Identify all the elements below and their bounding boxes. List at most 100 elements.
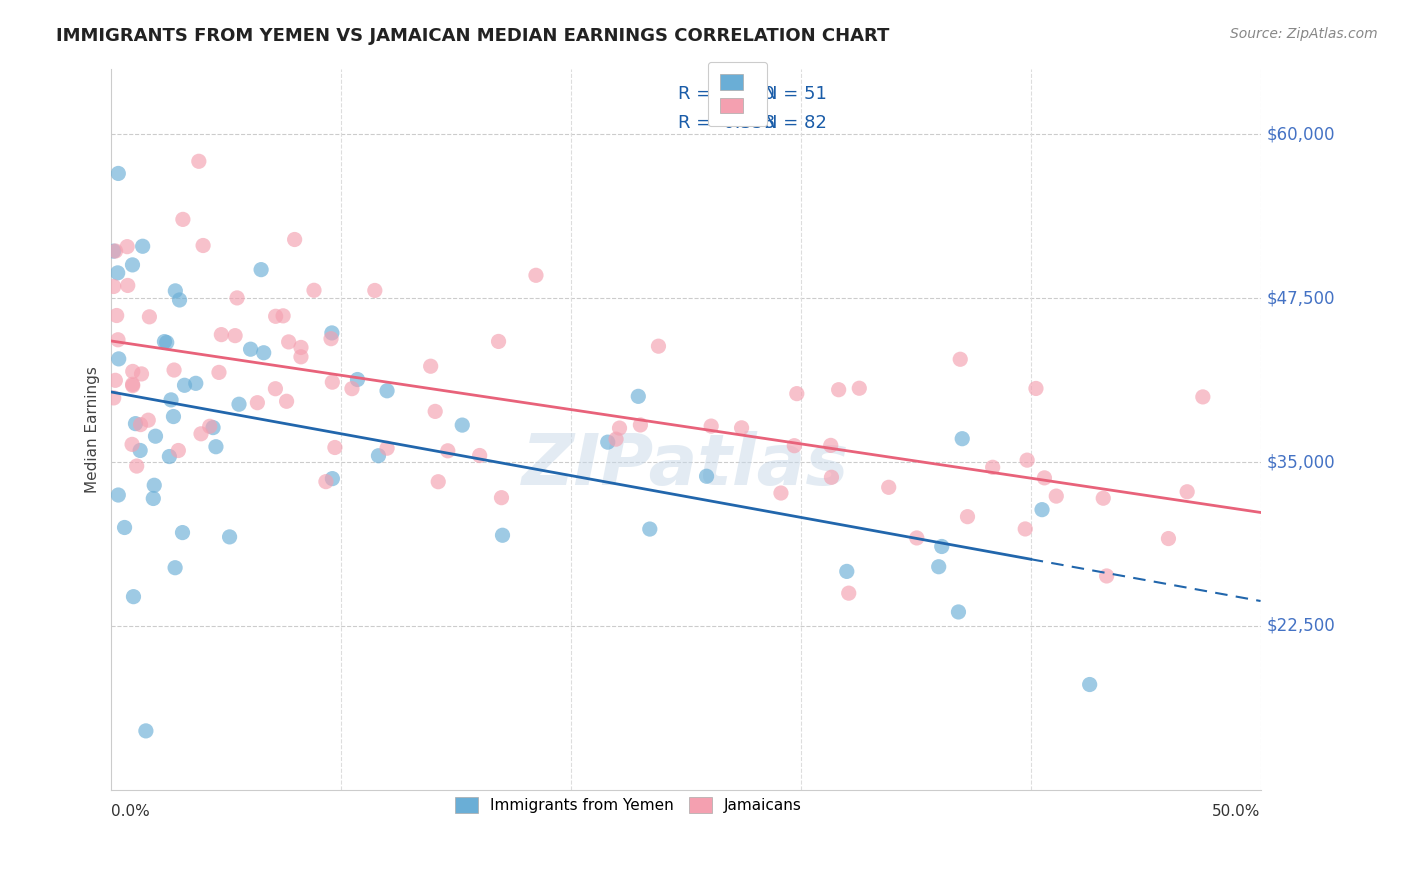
Point — [107, 351, 129, 366]
Point — [1045, 489, 1067, 503]
Point — [124, 417, 146, 431]
Point — [1092, 491, 1115, 506]
Point — [173, 378, 195, 392]
Text: R = -0.270: R = -0.270 — [678, 85, 775, 103]
Point — [346, 372, 368, 386]
Point — [783, 439, 806, 453]
Point — [250, 262, 273, 277]
Point — [321, 326, 343, 340]
Point — [165, 284, 187, 298]
Point — [491, 491, 513, 505]
Point — [209, 327, 232, 342]
Point — [103, 279, 125, 293]
Text: $35,000: $35,000 — [1267, 453, 1334, 471]
Point — [131, 239, 153, 253]
Text: N = 82: N = 82 — [763, 113, 827, 132]
Point — [950, 432, 973, 446]
Point — [730, 421, 752, 435]
Point — [138, 310, 160, 324]
Point — [208, 365, 231, 379]
Point — [228, 397, 250, 411]
Point — [121, 364, 143, 378]
Point — [157, 450, 180, 464]
Point — [628, 417, 651, 432]
Point — [321, 472, 343, 486]
Point — [107, 333, 129, 347]
Point — [524, 268, 547, 283]
Point — [114, 520, 136, 534]
Point — [198, 419, 221, 434]
Point — [129, 417, 152, 432]
Point — [905, 531, 928, 545]
Point — [239, 342, 262, 356]
Point — [290, 350, 312, 364]
Point — [1025, 381, 1047, 395]
Point — [1192, 390, 1215, 404]
Point — [129, 443, 152, 458]
Point — [820, 438, 842, 452]
Point — [1017, 453, 1039, 467]
Point — [1014, 522, 1036, 536]
Legend: Immigrants from Yemen, Jamaicans: Immigrants from Yemen, Jamaicans — [443, 785, 814, 826]
Point — [218, 530, 240, 544]
Point — [1157, 532, 1180, 546]
Point — [321, 375, 343, 389]
Point — [956, 509, 979, 524]
Point — [105, 309, 128, 323]
Point — [187, 154, 209, 169]
Point — [121, 258, 143, 272]
Point — [121, 378, 143, 392]
Text: Source: ZipAtlas.com: Source: ZipAtlas.com — [1230, 27, 1378, 41]
Y-axis label: Median Earnings: Median Earnings — [86, 366, 100, 492]
Point — [264, 382, 287, 396]
Point — [605, 432, 627, 446]
Point — [191, 238, 214, 252]
Point — [769, 486, 792, 500]
Point — [136, 413, 159, 427]
Point — [107, 266, 129, 280]
Point — [246, 395, 269, 409]
Text: ZIPatlas: ZIPatlas — [522, 431, 849, 500]
Point — [103, 244, 125, 259]
Point — [323, 441, 346, 455]
Point — [948, 605, 970, 619]
Point — [172, 212, 194, 227]
Point — [364, 284, 387, 298]
Point — [143, 478, 166, 492]
Point — [1031, 502, 1053, 516]
Point — [375, 384, 398, 398]
Point — [276, 394, 298, 409]
Point — [163, 363, 186, 377]
Point — [425, 404, 447, 418]
Point — [647, 339, 669, 353]
Point — [160, 392, 183, 407]
Point — [1033, 471, 1056, 485]
Text: 50.0%: 50.0% — [1212, 805, 1261, 820]
Point — [848, 381, 870, 395]
Point — [121, 377, 143, 392]
Point — [277, 334, 299, 349]
Text: IMMIGRANTS FROM YEMEN VS JAMAICAN MEDIAN EARNINGS CORRELATION CHART: IMMIGRANTS FROM YEMEN VS JAMAICAN MEDIAN… — [56, 27, 890, 45]
Point — [981, 460, 1004, 475]
Point — [596, 435, 619, 450]
Point — [1078, 677, 1101, 691]
Point — [302, 283, 325, 297]
Point — [315, 475, 337, 489]
Point — [224, 328, 246, 343]
Text: $22,500: $22,500 — [1267, 617, 1336, 635]
Point — [104, 244, 127, 258]
Point — [931, 540, 953, 554]
Point — [205, 440, 228, 454]
Point — [253, 345, 276, 359]
Point — [427, 475, 450, 489]
Point — [142, 491, 165, 506]
Point — [786, 386, 808, 401]
Point — [125, 458, 148, 473]
Point — [131, 367, 153, 381]
Point — [827, 383, 849, 397]
Point — [103, 391, 125, 405]
Point — [165, 560, 187, 574]
Point — [184, 376, 207, 391]
Point — [949, 352, 972, 367]
Text: R = -0.358: R = -0.358 — [678, 113, 775, 132]
